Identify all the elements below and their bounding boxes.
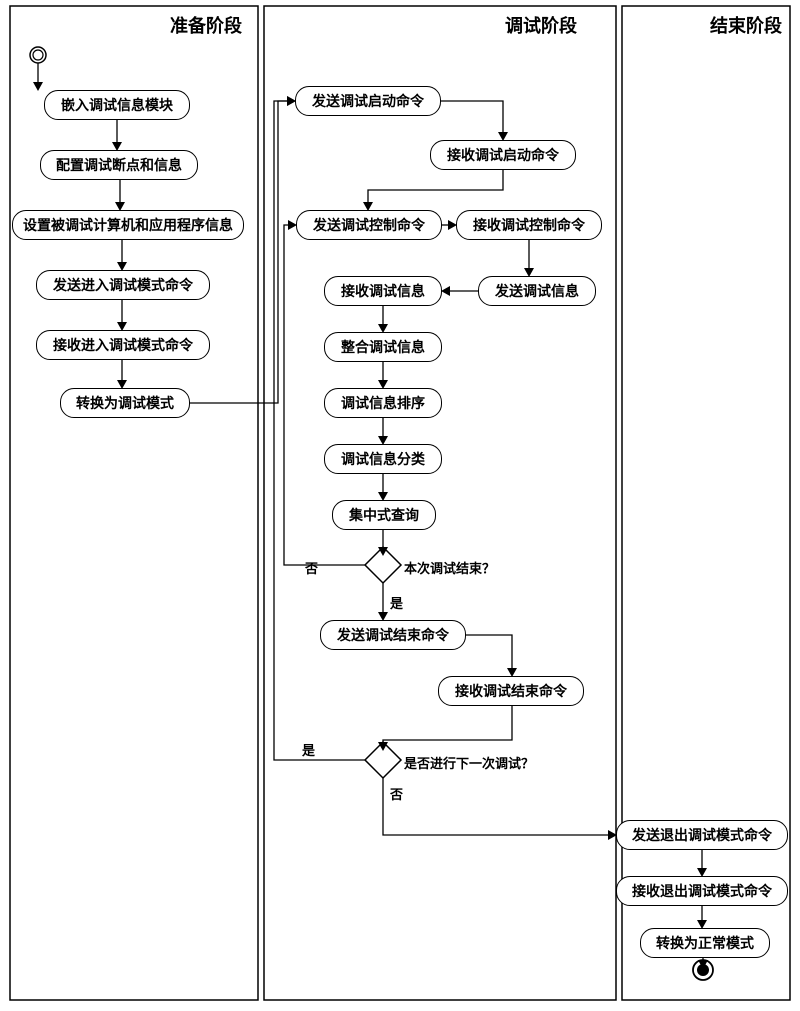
activity-node: 接收调试信息: [324, 276, 442, 306]
activity-node: 发送调试启动命令: [295, 86, 441, 116]
activity-node: 接收退出调试模式命令: [616, 876, 788, 906]
lane-title: 调试阶段: [505, 12, 577, 38]
activity-node: 发送调试结束命令: [320, 620, 466, 650]
activity-node: 转换为正常模式: [640, 928, 770, 958]
activity-node: 嵌入调试信息模块: [44, 90, 190, 120]
activity-node: 发送调试信息: [478, 276, 596, 306]
activity-node: 接收进入调试模式命令: [36, 330, 210, 360]
lane-title: 准备阶段: [170, 12, 242, 38]
activity-node: 发送进入调试模式命令: [36, 270, 210, 300]
activity-node: 发送调试控制命令: [296, 210, 442, 240]
activity-node: 整合调试信息: [324, 332, 442, 362]
activity-node: 调试信息分类: [324, 444, 442, 474]
activity-node: 发送退出调试模式命令: [616, 820, 788, 850]
activity-node: 接收调试启动命令: [430, 140, 576, 170]
edge-label: 否: [305, 558, 318, 577]
edge-label: 是: [302, 740, 315, 759]
edge-label: 是: [390, 593, 403, 612]
edge-label: 否: [390, 784, 403, 803]
activity-node: 集中式查询: [332, 500, 436, 530]
decision-label: 本次调试结束？: [404, 558, 495, 577]
activity-node: 接收调试控制命令: [456, 210, 602, 240]
activity-node: 转换为调试模式: [60, 388, 190, 418]
lane-title: 结束阶段: [710, 12, 782, 38]
decision-label: 是否进行下一次调试？: [404, 753, 534, 772]
activity-node: 设置被调试计算机和应用程序信息: [12, 210, 244, 240]
activity-node: 接收调试结束命令: [438, 676, 584, 706]
activity-node: 调试信息排序: [324, 388, 442, 418]
activity-node: 配置调试断点和信息: [40, 150, 198, 180]
